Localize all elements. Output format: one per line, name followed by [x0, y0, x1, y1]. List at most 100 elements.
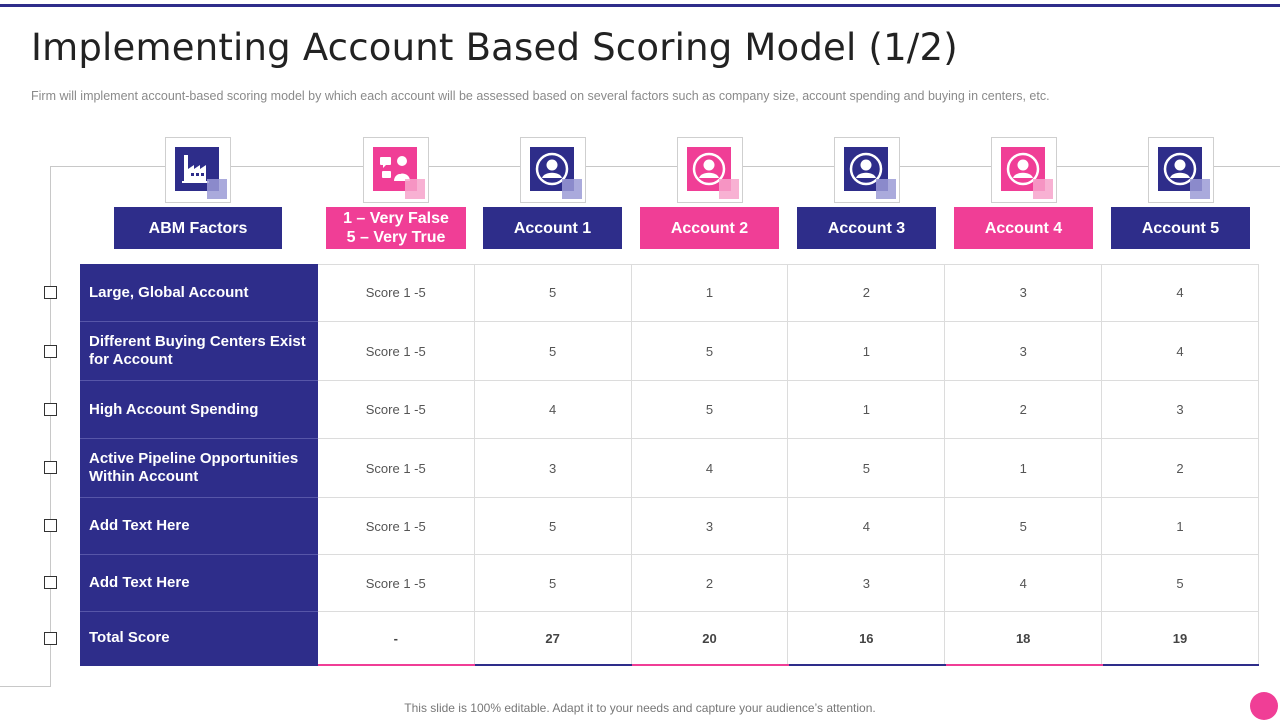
row-checkbox[interactable]: [44, 461, 57, 474]
header-account-2: Account 2: [640, 207, 779, 249]
score-cell: 1: [631, 264, 789, 322]
icon-accent: [405, 179, 425, 199]
bracket-line: [50, 166, 51, 687]
score-cell: 1: [788, 381, 946, 439]
icon-accent: [719, 179, 739, 199]
score-cell: 4: [945, 555, 1103, 612]
account-3-icon-frame: [834, 137, 900, 203]
factory-icon: [175, 147, 219, 191]
table-row: Large, Global Account Score 1 -5 5 1 2 3…: [80, 264, 1259, 322]
score-cell: 5: [631, 322, 789, 381]
score-cell: 5: [474, 264, 632, 322]
total-row: Total Score - 27 20 16 18 19: [80, 612, 1259, 664]
user-icon: [687, 147, 731, 191]
account-5-icon-frame: [1148, 137, 1214, 203]
row-checkbox[interactable]: [44, 519, 57, 532]
score-cell: 5: [631, 381, 789, 439]
factor-label: Large, Global Account: [80, 264, 318, 322]
score-cell: 4: [474, 381, 632, 439]
bracket-top-line: [50, 166, 1280, 167]
top-accent-rule: [0, 4, 1280, 7]
score-cell: 1: [1102, 498, 1259, 555]
footer-note: This slide is 100% editable. Adapt it to…: [404, 701, 876, 715]
scale-cell: Score 1 -5: [317, 439, 475, 498]
corner-circle-decoration: [1250, 692, 1278, 720]
icon-accent: [1190, 179, 1210, 199]
account-1-icon-frame: [520, 137, 586, 203]
score-cell: 4: [788, 498, 946, 555]
header-scale: 1 – Very False 5 – Very True: [326, 207, 466, 249]
header-scale-line1: 1 – Very False: [343, 210, 449, 227]
header-scale-line2: 5 – Very True: [346, 229, 446, 246]
header-account-5: Account 5: [1111, 207, 1250, 249]
score-cell: 4: [1102, 264, 1259, 322]
table-row: Different Buying Centers Exist for Accou…: [80, 322, 1259, 381]
score-cell: 1: [945, 439, 1103, 498]
row-checkbox[interactable]: [44, 403, 57, 416]
scale-icon-frame: [363, 137, 429, 203]
factor-label: Add Text Here: [80, 555, 318, 612]
total-scale-cell: -: [318, 612, 475, 664]
score-cell: 5: [1102, 555, 1259, 612]
table-top-border: [318, 264, 1259, 265]
column-accent-underline: [946, 664, 1103, 666]
table-row: Add Text Here Score 1 -5 5 2 3 4 5: [80, 555, 1259, 612]
row-checkbox[interactable]: [44, 286, 57, 299]
icon-accent: [876, 179, 896, 199]
score-cell: 2: [1102, 439, 1259, 498]
row-checkbox[interactable]: [44, 576, 57, 589]
icon-accent: [562, 179, 582, 199]
score-cell: 4: [1102, 322, 1259, 381]
factors-icon-frame: [165, 137, 231, 203]
total-score-cell: 16: [788, 612, 946, 664]
score-cell: 5: [945, 498, 1103, 555]
icon-accent: [1033, 179, 1053, 199]
score-cell: 1: [788, 322, 946, 381]
scale-cell: Score 1 -5: [317, 381, 475, 439]
total-score-cell: 20: [632, 612, 789, 664]
score-cell: 5: [474, 322, 632, 381]
user-icon: [530, 147, 574, 191]
score-cell: 5: [474, 555, 632, 612]
slide-title: Implementing Account Based Scoring Model…: [31, 26, 958, 69]
table-row: Active Pipeline Opportunities Within Acc…: [80, 439, 1259, 498]
table-row: Add Text Here Score 1 -5 5 3 4 5 1: [80, 498, 1259, 555]
score-cell: 2: [945, 381, 1103, 439]
column-accent-underline: [318, 664, 475, 666]
table-row: High Account Spending Score 1 -5 4 5 1 2…: [80, 381, 1259, 439]
column-accent-underline: [632, 664, 789, 666]
header-abm-factors: ABM Factors: [114, 207, 282, 249]
score-cell: 3: [1102, 381, 1259, 439]
score-cell: 2: [788, 264, 946, 322]
account-4-icon-frame: [991, 137, 1057, 203]
score-cell: 2: [631, 555, 789, 612]
score-cell: 3: [945, 322, 1103, 381]
row-checkbox[interactable]: [44, 632, 57, 645]
score-cell: 4: [631, 439, 789, 498]
factor-label: Different Buying Centers Exist for Accou…: [80, 322, 318, 381]
slide-subtitle: Firm will implement account-based scorin…: [31, 89, 1050, 103]
factor-label: Add Text Here: [80, 498, 318, 555]
score-cell: 3: [945, 264, 1103, 322]
account-2-icon-frame: [677, 137, 743, 203]
header-account-3: Account 3: [797, 207, 936, 249]
header-account-1: Account 1: [483, 207, 622, 249]
scale-cell: Score 1 -5: [317, 322, 475, 381]
total-score-cell: 18: [945, 612, 1103, 664]
factor-label: Active Pipeline Opportunities Within Acc…: [80, 439, 318, 498]
score-cell: 5: [474, 498, 632, 555]
factor-label: High Account Spending: [80, 381, 318, 439]
bracket-bottom-line: [0, 686, 51, 687]
header-account-4: Account 4: [954, 207, 1093, 249]
scale-cell: Score 1 -5: [317, 555, 475, 612]
scoring-table: Large, Global Account Score 1 -5 5 1 2 3…: [80, 264, 1259, 666]
score-cell: 3: [474, 439, 632, 498]
score-cell: 5: [788, 439, 946, 498]
scale-cell: Score 1 -5: [317, 498, 475, 555]
score-cell: 3: [788, 555, 946, 612]
score-cell: 3: [631, 498, 789, 555]
total-score-cell: 19: [1102, 612, 1259, 664]
icon-accent: [207, 179, 227, 199]
row-checkbox[interactable]: [44, 345, 57, 358]
total-score-cell: 27: [475, 612, 632, 664]
